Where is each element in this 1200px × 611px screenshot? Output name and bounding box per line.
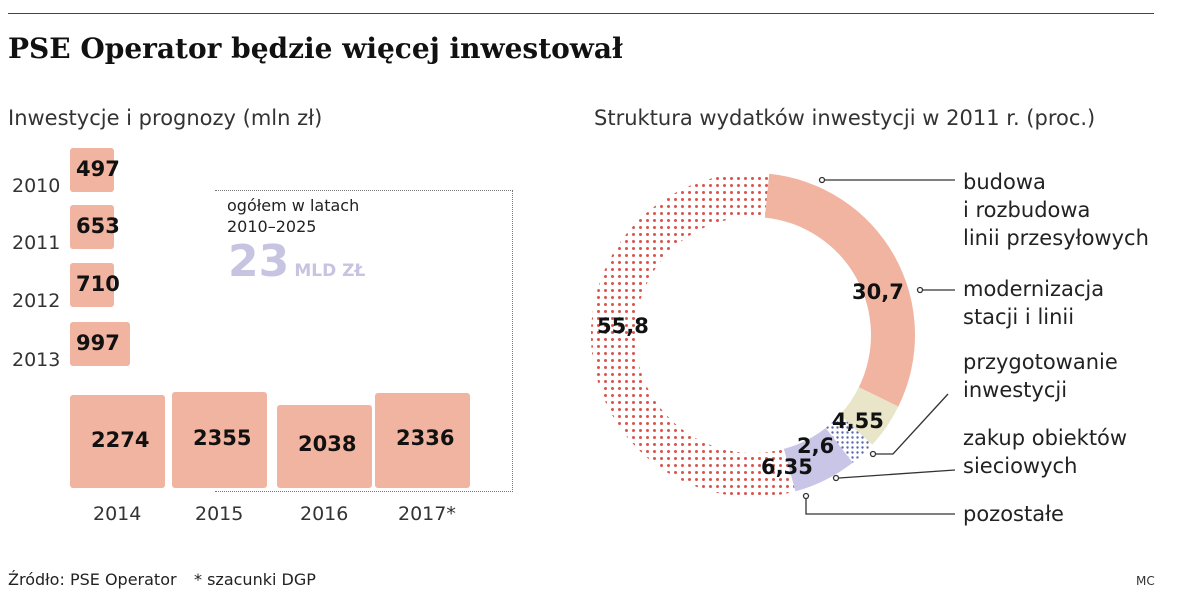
- bar-value-2014: 2274: [91, 427, 150, 452]
- legend-budowa: budowa i rozbudowa linii przesyłowych: [963, 168, 1149, 252]
- year-label-2014: 2014: [93, 503, 142, 525]
- total-unit: MLD ZŁ: [294, 261, 366, 281]
- bar-value-2011: 653: [76, 214, 120, 238]
- bar-value-2016: 2038: [298, 432, 357, 457]
- leader-dot-modernizacja: [916, 286, 924, 294]
- legend-przygotowanie: przygotowanie inwestycji: [963, 348, 1118, 404]
- slice-value-modernizacja: 30,7: [852, 280, 904, 304]
- year-label-2012: 2012: [12, 290, 61, 312]
- bar-2015: [172, 391, 267, 488]
- donut-slices: [590, 173, 915, 497]
- leader-dot-przygotowanie: [869, 450, 877, 458]
- bar-2014: [70, 395, 165, 488]
- slice-value-pozostale: 6,35: [761, 455, 813, 479]
- leader-dot-pozostale: [802, 492, 810, 500]
- bar-value-2013: 997: [76, 331, 120, 355]
- total-label-line2: 2010–2025: [227, 217, 317, 236]
- leader-lines: [802, 176, 956, 515]
- bar-2016: [277, 404, 372, 488]
- donut-slice-modernizacja: [764, 173, 915, 407]
- donut-slice-zakup: [825, 414, 873, 463]
- bar-value-2017: 2336: [396, 426, 455, 451]
- top-rule: [8, 13, 1154, 14]
- legend-budowa-line1: budowa: [963, 170, 1046, 194]
- year-label-2013: 2013: [12, 349, 61, 371]
- bar-value-2015: 2355: [193, 425, 252, 450]
- legend-pozostale-line1: pozostałe: [963, 502, 1064, 526]
- total-annotation-box: [215, 190, 513, 492]
- bar-value-2010: 497: [76, 157, 120, 181]
- slice-value-przygotowanie: 4,55: [832, 409, 884, 433]
- legend-budowa-line3: linii przesyłowych: [963, 226, 1149, 250]
- donut-slice-budowa: [590, 173, 796, 497]
- donut-slice-przygotowanie: [839, 387, 899, 445]
- legend-przygotowanie-line2: inwestycji: [963, 378, 1068, 402]
- bar-2012: [70, 263, 114, 307]
- total-label-line1: ogółem w latach: [227, 196, 360, 215]
- leader-dot-zakup: [832, 474, 840, 482]
- legend-modernizacja-line1: modernizacja: [963, 277, 1105, 301]
- bar-2013: [70, 322, 131, 366]
- footer-source: Źródło: PSE Operator: [8, 570, 177, 589]
- page-title: PSE Operator będzie więcej inwestował: [8, 32, 623, 65]
- legend-zakup-line2: sieciowych: [963, 454, 1078, 478]
- footer-note: * szacunki DGP: [194, 570, 316, 589]
- year-label-2011: 2011: [12, 232, 61, 254]
- legend-zakup: zakup obiektów sieciowych: [963, 424, 1127, 480]
- slice-value-budowa: 55,8: [597, 314, 649, 338]
- leader-line-pozostale: [805, 498, 955, 515]
- bar-value-2012: 710: [76, 272, 120, 296]
- donut-chart-title: Struktura wydatków inwestycji w 2011 r. …: [594, 106, 1096, 130]
- bar-2017: [375, 392, 470, 488]
- legend-budowa-line2: i rozbudowa: [963, 198, 1091, 222]
- slice-value-zakup: 2,6: [797, 434, 835, 458]
- legend-modernizacja-line2: stacji i linii: [963, 305, 1075, 329]
- bar-2011: [70, 205, 114, 249]
- total-big-number: 23: [228, 236, 290, 287]
- year-label-2017: 2017*: [398, 503, 456, 525]
- year-label-2010: 2010: [12, 175, 61, 197]
- leader-dot-budowa: [818, 176, 826, 184]
- footer-credit: MC: [1136, 574, 1155, 588]
- total-value: 23 MLD ZŁ: [228, 236, 365, 287]
- leader-line-przygotowanie: [876, 393, 949, 455]
- leader-line-zakup: [838, 469, 956, 479]
- donut-slice-pozostałe: [783, 427, 853, 492]
- year-label-2015: 2015: [195, 503, 244, 525]
- year-label-2016: 2016: [300, 503, 349, 525]
- legend-modernizacja: modernizacja stacji i linii: [963, 275, 1104, 331]
- bar-2010: [70, 148, 114, 192]
- bar-chart-title: Inwestycje i prognozy (mln zł): [8, 106, 323, 130]
- legend-zakup-line1: zakup obiektów: [963, 426, 1128, 450]
- legend-przygotowanie-line1: przygotowanie: [963, 350, 1118, 374]
- legend-pozostale: pozostałe: [963, 500, 1064, 528]
